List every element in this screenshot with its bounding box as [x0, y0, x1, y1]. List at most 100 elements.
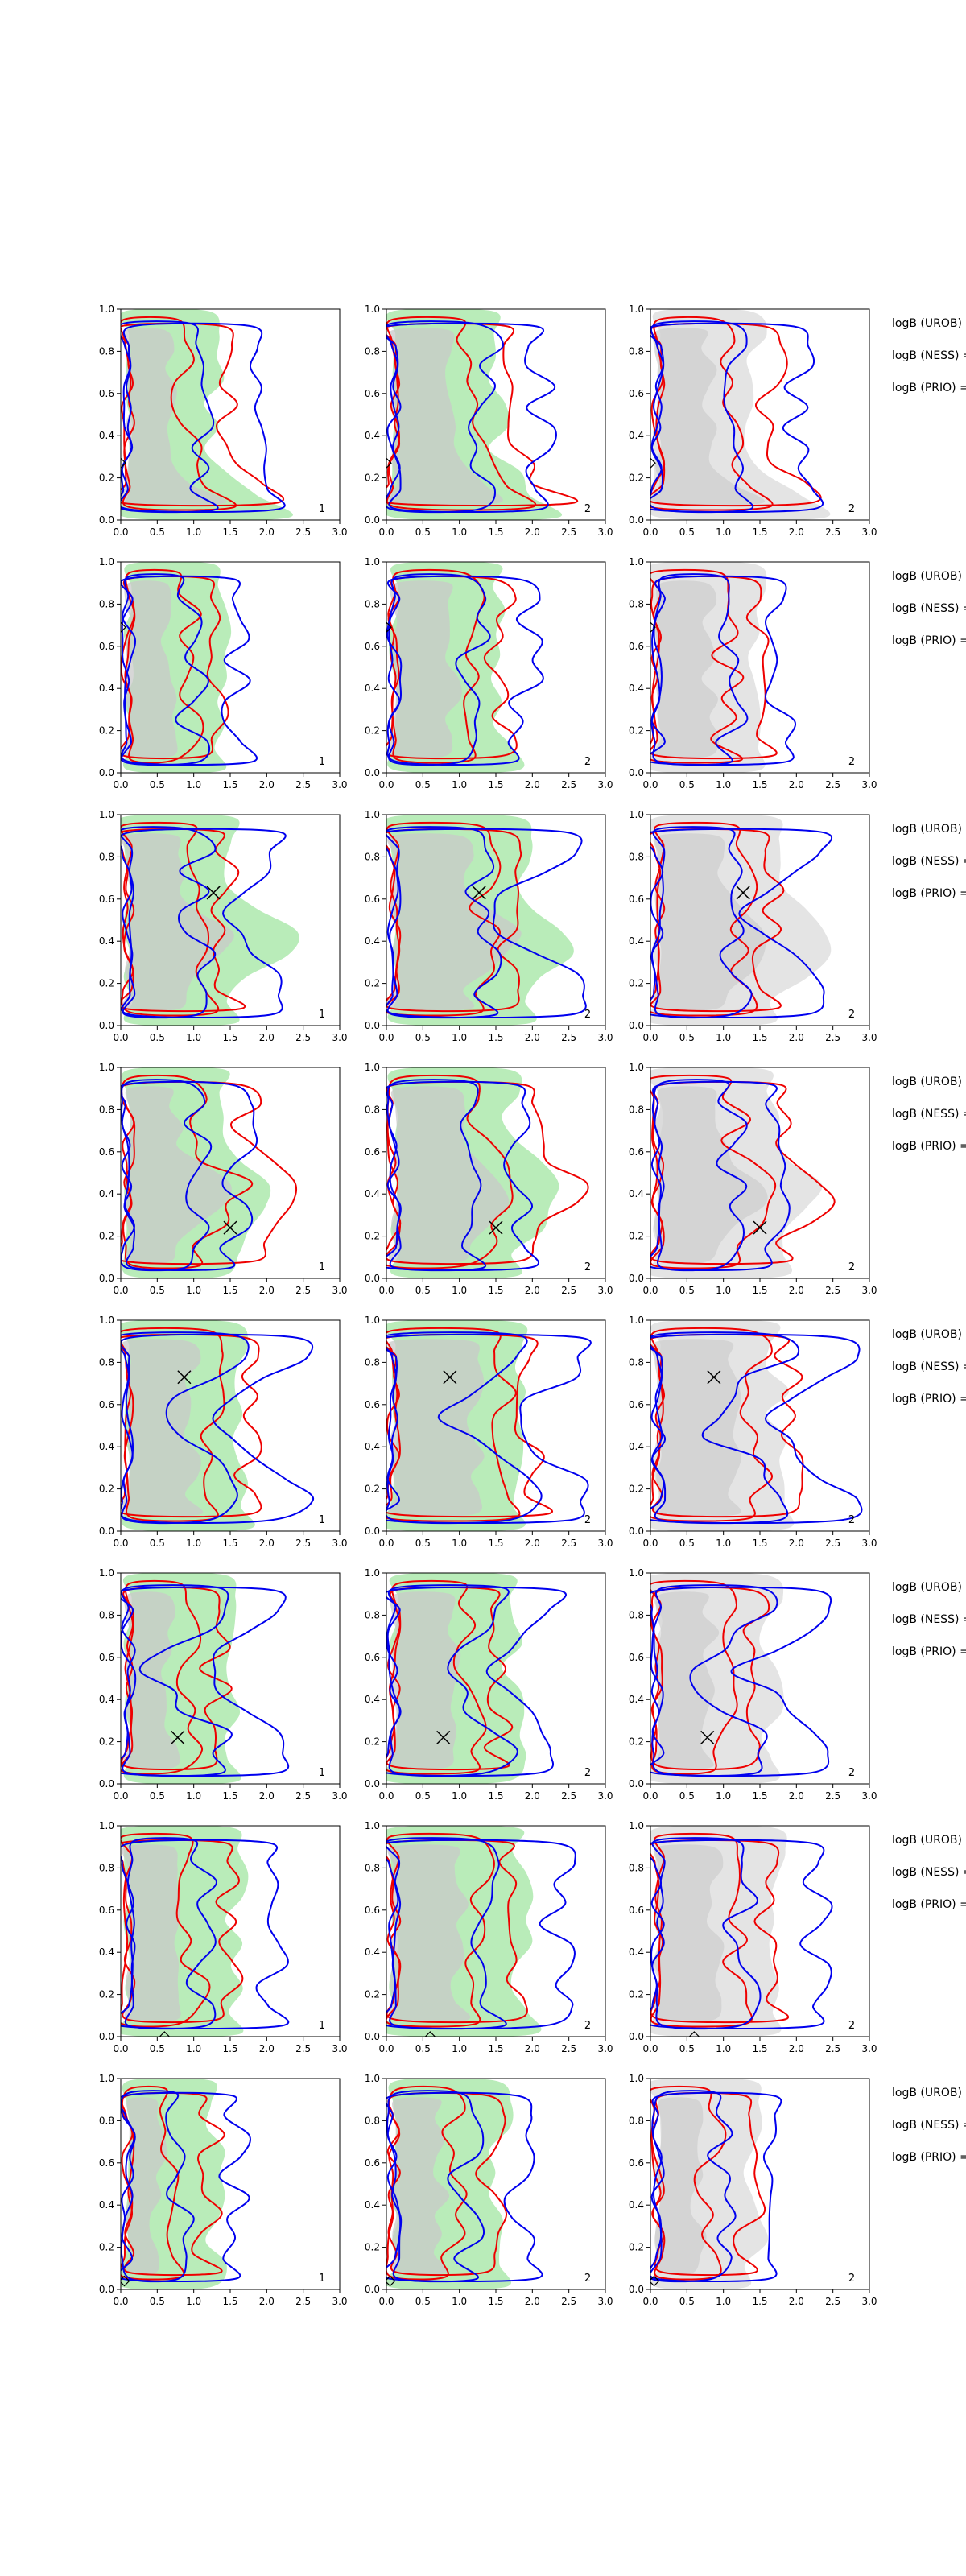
panel-index-label: 1 — [319, 2273, 325, 2285]
y-tick-label: 0.2 — [629, 473, 644, 484]
panel-content — [386, 1573, 567, 1784]
x-tick-label: 2.0 — [525, 1285, 540, 1296]
blue-contour-2 — [650, 1333, 863, 1525]
y-tick-label: 0.4 — [99, 683, 114, 694]
y-tick-label: 0.2 — [629, 1484, 644, 1495]
y-tick-label: 0.8 — [99, 1356, 114, 1368]
x-marker-stroke — [171, 1730, 185, 1744]
panel-content — [386, 1067, 589, 1278]
x-marker — [707, 1370, 721, 1385]
logb-label: logB (NESS) = — [892, 1360, 966, 1373]
x-tick-label: 1.5 — [752, 1285, 767, 1296]
logb-label: logB (PRIO) = — [892, 382, 966, 394]
y-tick-label: 0.0 — [629, 1020, 644, 1031]
x-marker — [443, 1370, 457, 1385]
logb-label: logB (PRIO) = — [892, 1393, 966, 1406]
inner-shaded-region — [121, 1339, 204, 1517]
y-tick-label: 0.6 — [99, 1652, 114, 1663]
y-tick-label: 0.8 — [629, 345, 644, 357]
blue-contour-1 — [121, 573, 210, 766]
blue-contour-2 — [650, 1080, 791, 1272]
y-tick-label: 0.0 — [365, 1525, 380, 1537]
y-tick-label: 0.4 — [629, 683, 644, 694]
y-tick-label: 0.0 — [99, 2284, 114, 2295]
panel-r7-c1: 0.0 0.5 1.0 1.5 2.0 2.5 3.0 0.0 0.2 0.4 0.6 0.8 1.0 1 — [99, 1820, 348, 2054]
y-tick-label: 0.8 — [629, 1356, 644, 1368]
x-tick-label: 2.5 — [295, 1538, 311, 1549]
y-tick-label: 1.0 — [99, 303, 114, 315]
x-tick-label: 0.5 — [150, 1285, 165, 1296]
y-tick-label: 0.4 — [629, 430, 644, 441]
y-tick-label: 0.6 — [629, 2157, 644, 2169]
x-marker-stroke — [436, 1730, 451, 1744]
x-tick-label: 2.0 — [789, 1032, 804, 1043]
x-marker — [753, 1220, 767, 1235]
red-contour-2 — [121, 2091, 225, 2277]
x-tick-label: 0.0 — [642, 2296, 658, 2307]
y-tick-label: 0.4 — [365, 1694, 380, 1705]
y-tick-label: 0.8 — [629, 1104, 644, 1115]
x-tick-label: 2.5 — [561, 1285, 576, 1296]
x-tick-label: 2.5 — [561, 1538, 576, 1549]
x-tick-label: 1.5 — [752, 2043, 767, 2054]
x-tick-label: 1.5 — [488, 2296, 503, 2307]
panel-r2-c3: 0.0 0.5 1.0 1.5 2.0 2.5 3.0 0.0 0.2 0.4 0.6 0.8 1.0 2 — [629, 556, 877, 791]
y-tick-label: 0.2 — [365, 2242, 380, 2253]
y-tick-label: 0.0 — [99, 2031, 114, 2042]
y-tick-label: 0.8 — [99, 851, 114, 862]
x-tick-label: 2.5 — [295, 1790, 311, 1802]
x-tick-label: 1.0 — [186, 2296, 201, 2307]
inner-shaded-region — [122, 1844, 181, 2022]
y-tick-label: 0.0 — [629, 1273, 644, 1284]
blue-contour-2 — [386, 1080, 540, 1272]
x-tick-label: 0.0 — [378, 1032, 394, 1043]
blue-contour-2 — [121, 1586, 290, 1777]
x-tick-label: 0.5 — [679, 1790, 695, 1802]
panel-content — [386, 562, 544, 773]
panel-r2-c1: 0.0 0.5 1.0 1.5 2.0 2.5 3.0 0.0 0.2 0.4 0.6 0.8 1.0 1 — [99, 556, 348, 791]
inner-shaded-region — [121, 328, 227, 506]
x-tick-label: 1.5 — [488, 2043, 503, 2054]
inner-shaded-region — [122, 833, 234, 1011]
y-tick-label: 0.6 — [629, 388, 644, 399]
x-tick-label: 0.5 — [415, 2296, 431, 2307]
logb-label: logB (PRIO) = — [892, 2151, 966, 2164]
red-contour-2 — [650, 322, 822, 507]
x-tick-label: 2.5 — [825, 1032, 840, 1043]
y-tick-label: 1.0 — [99, 1820, 114, 1831]
logb-label: logB (NESS) = — [892, 2119, 966, 2132]
panel-r1-c1: 0.0 0.5 1.0 1.5 2.0 2.5 3.0 0.0 0.2 0.4 0.6 0.8 1.0 1 — [99, 303, 348, 538]
y-tick-label: 1.0 — [99, 2073, 114, 2084]
inner-shaded-region — [387, 1844, 471, 2022]
panel-index-label: 2 — [584, 2273, 591, 2285]
y-tick-label: 0.0 — [629, 767, 644, 778]
x-tick-label: 1.0 — [716, 526, 731, 538]
diamond-marker — [650, 2275, 660, 2287]
panel-content — [121, 815, 299, 1026]
x-marker-stroke — [443, 1370, 457, 1385]
y-tick-label: 0.0 — [629, 1525, 644, 1537]
y-tick-label: 0.2 — [365, 1231, 380, 1242]
y-tick-label: 0.8 — [99, 598, 114, 609]
red-contour-2 — [650, 828, 785, 1013]
logb-label: logB (UROB) = — [892, 1075, 966, 1088]
x-tick-label: 0.0 — [113, 2043, 128, 2054]
y-tick-label: 1.0 — [365, 556, 380, 568]
diamond-marker — [650, 457, 656, 469]
panel-r5-c2: 0.0 0.5 1.0 1.5 2.0 2.5 3.0 0.0 0.2 0.4 0.6 0.8 1.0 2 — [365, 1315, 613, 1549]
red-contour-2 — [121, 322, 284, 507]
panel-r3-c3: 0.0 0.5 1.0 1.5 2.0 2.5 3.0 0.0 0.2 0.4 0.6 0.8 1.0 2 — [629, 809, 877, 1043]
x-tick-label: 0.0 — [378, 1790, 394, 1802]
x-tick-label: 2.0 — [525, 1790, 540, 1802]
logb-label: logB (UROB) = — [892, 570, 966, 583]
x-tick-label: 1.0 — [716, 779, 731, 791]
inner-shaded-region — [650, 328, 765, 506]
x-marker-stroke — [736, 886, 750, 900]
inner-shaded-region — [652, 833, 766, 1011]
y-tick-label: 1.0 — [99, 1567, 114, 1579]
x-marker — [177, 1370, 192, 1385]
red-contour-2 — [386, 1839, 528, 2024]
x-tick-label: 3.0 — [597, 1285, 613, 1296]
y-tick-label: 0.4 — [365, 430, 380, 441]
inner-shaded-region — [122, 580, 178, 758]
